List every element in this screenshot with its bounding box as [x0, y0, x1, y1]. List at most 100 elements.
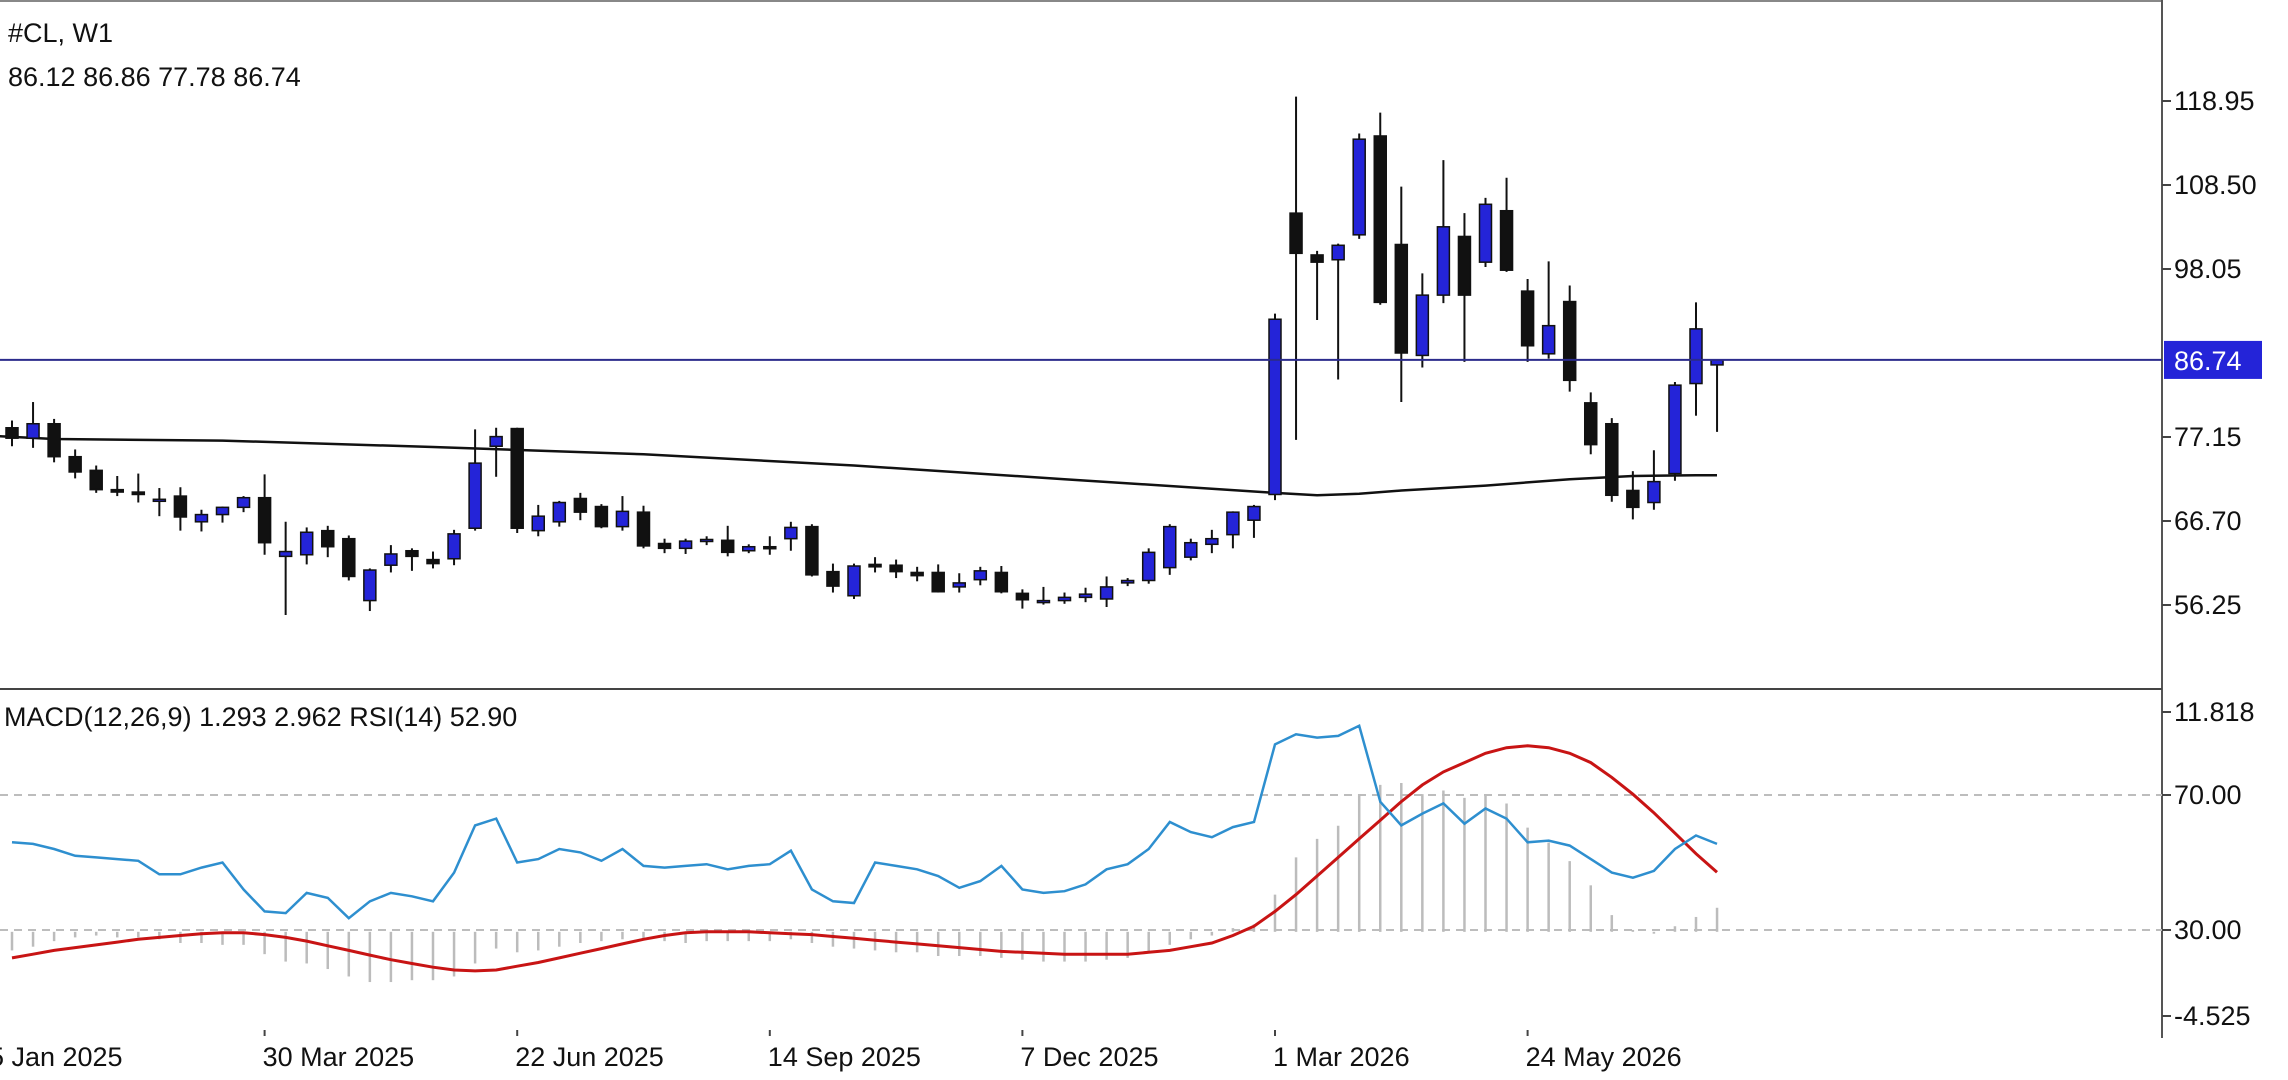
candle-body: [720, 539, 735, 554]
candle: [784, 521, 798, 551]
price-tick-label: 98.05: [2174, 254, 2242, 284]
candle: [510, 427, 524, 534]
candle: [1584, 392, 1598, 455]
moving-average: [0, 435, 1717, 497]
candle-body: [1015, 592, 1030, 601]
candle: [931, 564, 945, 593]
candle: [720, 525, 735, 557]
candle: [299, 527, 314, 565]
candle-body: [257, 496, 272, 544]
candle-body: [1626, 489, 1640, 509]
candle: [973, 566, 988, 586]
candle-body: [784, 526, 798, 540]
candle: [1394, 186, 1409, 403]
oscillator-tick-label: 30.00: [2174, 915, 2242, 945]
candle: [1520, 279, 1535, 362]
candle-body: [1247, 505, 1261, 521]
candle: [89, 465, 103, 493]
candle-body: [1141, 551, 1156, 582]
candle: [1015, 589, 1030, 609]
candle-body: [1226, 511, 1240, 536]
candle: [552, 500, 567, 527]
candle-body: [1078, 593, 1093, 599]
candle-body: [1268, 318, 1282, 496]
indicator-readout: MACD(12,26,9) 1.293 2.962 RSI(14) 52.90: [4, 702, 518, 732]
candle-body: [1520, 290, 1535, 347]
candle: [173, 487, 188, 531]
time-tick-label: 22 Jun 2025: [515, 1042, 664, 1072]
candles: [5, 96, 1724, 616]
candle-body: [173, 495, 188, 518]
candle: [215, 506, 230, 523]
candle-body: [321, 529, 335, 548]
candle: [1352, 133, 1366, 239]
candle: [1415, 273, 1430, 368]
candle: [1120, 578, 1135, 587]
candle: [1457, 213, 1472, 362]
candle: [952, 573, 966, 593]
candle-body: [489, 435, 503, 447]
candle: [257, 474, 272, 555]
candle: [236, 496, 251, 513]
candle-body: [1310, 254, 1324, 263]
time-axis: 5 Jan 2025 30 Mar 2025 22 Jun 2025 14 Sep 2…: [0, 1030, 1682, 1072]
candle-body: [1689, 328, 1703, 385]
candle-body: [1647, 480, 1661, 504]
candle: [763, 536, 777, 555]
candle-body: [847, 565, 861, 597]
signal-line: [11, 744, 1718, 973]
candle-body: [447, 533, 461, 560]
candle: [1289, 96, 1303, 440]
candle-body: [1120, 579, 1135, 584]
candle: [384, 545, 398, 573]
candle: [615, 496, 630, 531]
candle: [1099, 576, 1114, 608]
candle-body: [384, 553, 398, 566]
candle: [1373, 112, 1387, 305]
current-price-label: 86.74: [2174, 346, 2242, 376]
candle-body: [889, 564, 903, 573]
candle: [447, 529, 461, 566]
candle: [1268, 313, 1282, 501]
candle: [657, 538, 672, 554]
candle-body: [299, 531, 314, 556]
candle: [1141, 548, 1156, 584]
candle-body: [131, 491, 146, 496]
candle: [847, 563, 861, 599]
candle: [1226, 511, 1240, 549]
candle: [742, 544, 756, 554]
candle-body: [1541, 324, 1556, 355]
candle-body: [1099, 586, 1114, 600]
oscillator-tick-label: 11.818: [2174, 697, 2255, 727]
candle-body: [1331, 244, 1345, 261]
candle: [426, 551, 440, 569]
candle-body: [594, 505, 609, 528]
candle-body: [552, 501, 567, 523]
candle: [68, 449, 82, 479]
candle: [1057, 592, 1072, 604]
candle: [910, 566, 924, 582]
candle-body: [1415, 294, 1430, 357]
candle: [278, 521, 293, 616]
candle: [889, 559, 903, 579]
price-tick-label: 108.50: [2174, 170, 2257, 200]
candle-body: [405, 549, 419, 558]
symbol-timeframe-label: #CL, W1: [8, 18, 114, 48]
candle-body: [994, 571, 1009, 593]
candle: [468, 429, 482, 531]
candle: [1436, 160, 1451, 304]
candle: [489, 427, 503, 477]
candle-body: [1394, 243, 1409, 354]
candle: [1478, 197, 1493, 267]
time-tick-label: 14 Sep 2025: [768, 1042, 921, 1072]
candle: [1163, 524, 1177, 575]
candle: [26, 402, 40, 448]
candle: [1078, 587, 1093, 603]
current-price-label-bg: [2164, 340, 2262, 379]
candle-body: [1499, 209, 1514, 271]
price-tick-label: 66.70: [2174, 506, 2242, 536]
candle: [1668, 381, 1682, 481]
candle-body: [278, 550, 293, 558]
candle-body: [1562, 300, 1577, 382]
